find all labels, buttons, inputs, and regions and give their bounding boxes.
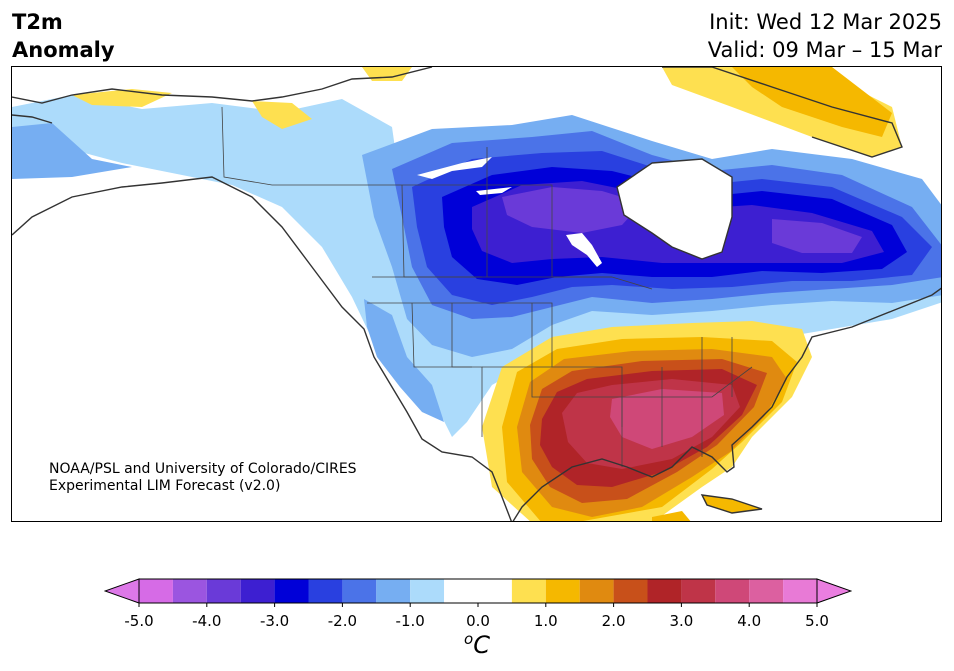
colorbar-under-arrow: [104, 578, 140, 604]
colorbar-segment: [579, 579, 614, 603]
credit-text: NOAA/PSL and University of Colorado/CIRE…: [49, 461, 357, 495]
colorbar-segment: [749, 579, 784, 603]
colorbar-segment: [410, 579, 445, 603]
colorbar-tick-label: -2.0: [327, 612, 358, 630]
anomaly-region-rose-south: [610, 389, 724, 449]
anomaly-region-violet-2: [772, 219, 862, 253]
great-bear-lake: [417, 157, 492, 179]
map-title: T2m Anomaly: [12, 8, 115, 64]
colorbar-tick-label: 0.0: [466, 612, 490, 630]
temperature-anomaly-map: [11, 66, 942, 522]
colorbar-segment: [647, 579, 682, 603]
hudson-bay: [617, 159, 732, 259]
great-slave-lake: [476, 187, 512, 195]
map-canvas: [12, 67, 941, 521]
colorbar-segment: [342, 579, 377, 603]
colorbar-tick-label: 2.0: [601, 612, 626, 630]
anomaly-region-gold-greenland: [732, 67, 892, 137]
lake-winnipeg: [566, 233, 602, 267]
anomaly-region-yellow-yukon: [252, 101, 312, 129]
anomaly-region-cuba: [702, 495, 762, 513]
colorbar-segment: [172, 579, 207, 603]
colorbar-tick-label: -3.0: [259, 612, 290, 630]
colorbar-segment: [376, 579, 411, 603]
colorbar-tick-label: -5.0: [124, 612, 154, 630]
unit-main: C: [473, 631, 490, 659]
colorbar-segment: [206, 579, 241, 603]
colorbar-tick-label: 1.0: [533, 612, 558, 630]
colorbar-segment: [545, 579, 580, 603]
colorbar-segment: [681, 579, 716, 603]
credit-line-2: Experimental LIM Forecast (v2.0): [49, 478, 281, 494]
colorbar-tick-label: -4.0: [192, 612, 222, 630]
colorbar-tick-label: 4.0: [737, 612, 762, 630]
anomaly-region-mexico-gold: [652, 511, 691, 521]
credit-line-1: NOAA/PSL and University of Colorado/CIRE…: [49, 461, 357, 477]
anomaly-region-blue-3: [364, 299, 444, 422]
political-boundaries: [221, 106, 753, 467]
forecast-dates: Init: Wed 12 Mar 2025 Valid: 09 Mar – 15…: [708, 8, 942, 64]
colorbar-over-arrow: [816, 578, 852, 604]
colorbar-tick-label: 5.0: [805, 612, 829, 630]
colorbar-segment: [613, 579, 648, 603]
unit-label: oC: [464, 630, 490, 659]
anomaly-region-violet: [502, 187, 642, 233]
colorbar-tick-label: -1.0: [395, 612, 425, 630]
colorbar-segment: [511, 579, 546, 603]
colorbar-segment: [308, 579, 343, 603]
init-date: Init: Wed 12 Mar 2025: [709, 10, 942, 34]
colorbar-segment: [783, 579, 817, 603]
colorbar: [104, 578, 852, 607]
colorbar-segment: [139, 579, 173, 603]
title-line-1: T2m: [12, 10, 63, 34]
colorbar-segment: [274, 579, 309, 603]
colorbar-segment: [715, 579, 750, 603]
unit-superscript: o: [464, 630, 474, 648]
colorbar-tick-label: 3.0: [669, 612, 694, 630]
anomaly-region-blue: [12, 123, 132, 179]
colorbar-segment: [444, 579, 512, 603]
title-line-2: Anomaly: [12, 38, 115, 62]
valid-range: Valid: 09 Mar – 15 Mar: [707, 38, 942, 62]
coastlines: [12, 67, 941, 521]
colorbar-segment: [240, 579, 275, 603]
